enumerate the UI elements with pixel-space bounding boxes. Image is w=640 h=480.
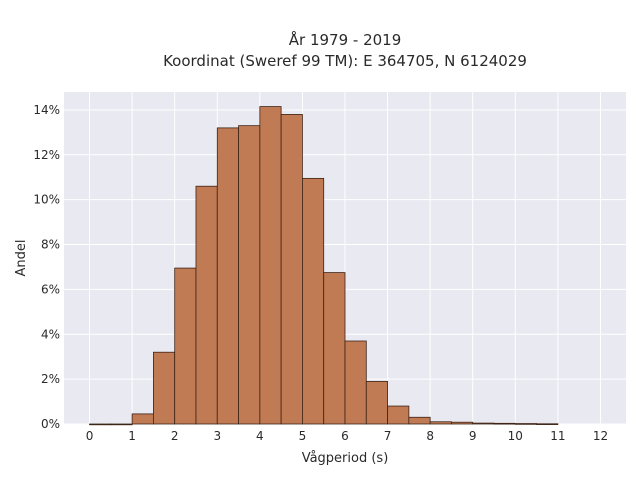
- y-tick-label: 8%: [41, 238, 60, 252]
- histogram-bar: [216, 127, 239, 425]
- histogram-bar: [280, 114, 303, 425]
- chart-title-line-1: År 1979 - 2019: [289, 30, 402, 49]
- histogram-bar: [387, 405, 410, 425]
- x-tick-label: 3: [213, 429, 221, 443]
- y-tick-label: 12%: [33, 148, 60, 162]
- x-tick-label: 4: [256, 429, 264, 443]
- x-tick-label: 6: [341, 429, 349, 443]
- chart-title-line-2: Koordinat (Sweref 99 TM): E 364705, N 61…: [163, 52, 527, 70]
- x-tick-label: 8: [426, 429, 434, 443]
- histogram-bar: [131, 413, 154, 425]
- x-tick-label: 0: [86, 429, 94, 443]
- histogram-bar: [238, 125, 261, 425]
- x-tick-label: 2: [171, 429, 179, 443]
- histogram-bar: [536, 423, 559, 425]
- x-tick-label: 10: [508, 429, 523, 443]
- x-tick-label: 5: [299, 429, 307, 443]
- x-axis-ticks: 0 1 2 3 4 5 6 7 8 9 10 11 12: [86, 429, 608, 443]
- histogram-bar: [514, 423, 537, 425]
- histogram-bar: [302, 177, 325, 425]
- histogram-bar: [323, 272, 346, 425]
- histogram-bar: [153, 351, 176, 425]
- x-axis-label: Vågperiod (s): [302, 451, 389, 466]
- y-tick-label: 10%: [33, 193, 60, 207]
- histogram-bar: [195, 185, 218, 425]
- histogram-bar: [365, 380, 388, 425]
- bars: [89, 106, 559, 426]
- histogram-bar: [451, 421, 474, 425]
- y-tick-label: 6%: [41, 282, 60, 296]
- x-tick-label: 7: [384, 429, 392, 443]
- histogram-bar: [110, 423, 133, 426]
- x-tick-label: 12: [593, 429, 608, 443]
- x-tick-label: 11: [550, 429, 565, 443]
- x-tick-label: 9: [469, 429, 477, 443]
- y-axis-ticks: 0% 2% 4% 6% 8% 10% 12% 14%: [33, 103, 60, 431]
- histogram-bar: [344, 340, 367, 425]
- histogram-bar: [259, 106, 282, 425]
- histogram-bar: [472, 422, 495, 425]
- histogram-bar: [429, 421, 452, 425]
- y-tick-label: 14%: [33, 103, 60, 117]
- histogram-bar: [89, 423, 112, 426]
- y-tick-label: 4%: [41, 327, 60, 341]
- x-tick-label: 1: [128, 429, 136, 443]
- histogram-bar: [493, 422, 516, 425]
- y-axis-label: Andel: [14, 240, 29, 277]
- y-tick-label: 2%: [41, 372, 60, 386]
- histogram-bar: [174, 267, 197, 425]
- y-tick-label: 0%: [41, 417, 60, 431]
- histogram-bar: [408, 416, 431, 425]
